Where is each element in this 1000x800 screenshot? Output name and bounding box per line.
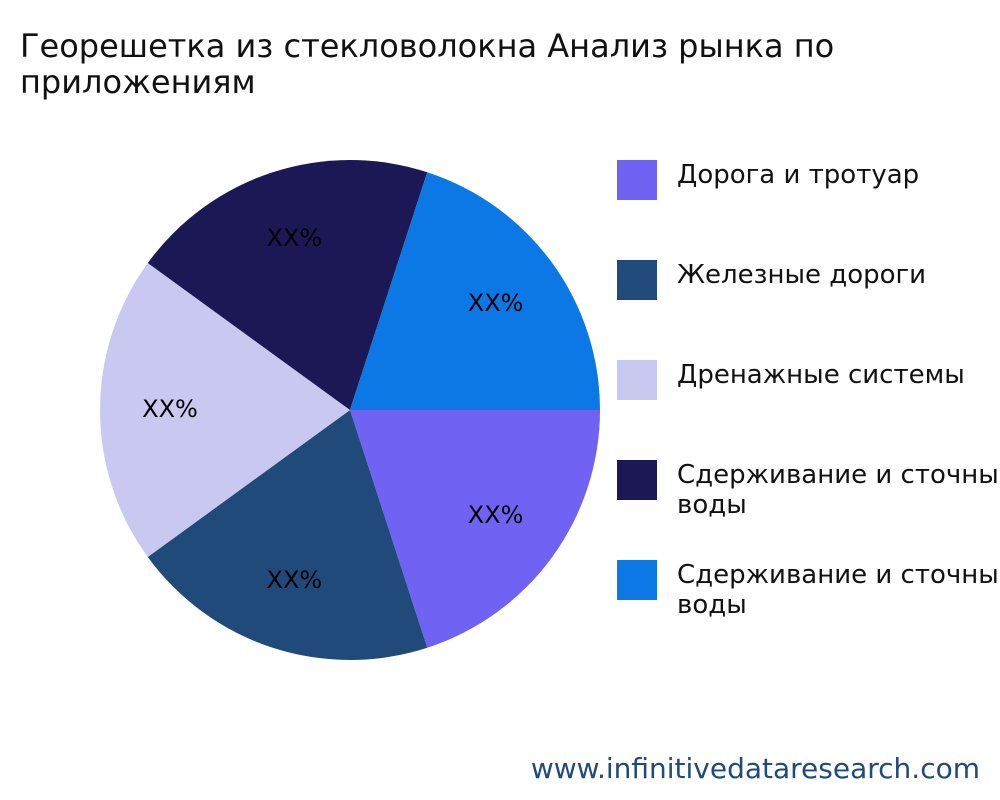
legend-label: Дорога и тротуар xyxy=(677,160,920,190)
legend-item: Дренажные системы xyxy=(617,360,1000,400)
data-label: XX% xyxy=(267,566,323,594)
pie-slice xyxy=(147,410,428,660)
pie-slice xyxy=(147,160,428,410)
legend-label: Железные дороги xyxy=(677,260,927,290)
data-label: XX% xyxy=(267,224,323,252)
watermark: www.infinitivedataresearch.com xyxy=(530,752,980,785)
legend-label: Сдерживание и сточные воды xyxy=(677,460,1000,520)
chart-title: Георешетка из стекловолокна Анализ рынка… xyxy=(20,27,835,101)
pie-slice xyxy=(350,410,600,648)
data-label: XX% xyxy=(142,395,198,423)
data-label: XX% xyxy=(468,501,524,529)
legend-swatch xyxy=(617,260,657,300)
legend-label: Сдерживание и сточные воды xyxy=(677,560,1000,620)
data-label: XX% xyxy=(468,289,524,317)
legend-swatch xyxy=(617,360,657,400)
legend-item: Сдерживание и сточные воды xyxy=(617,460,1000,520)
legend-swatch xyxy=(617,460,657,500)
legend-label: Дренажные системы xyxy=(677,360,965,390)
legend-swatch xyxy=(617,160,657,200)
legend-item: Сдерживание и сточные воды xyxy=(617,560,1000,620)
legend-swatch xyxy=(617,560,657,600)
legend-item: Дорога и тротуар xyxy=(617,160,1000,200)
pie-slice xyxy=(100,263,350,557)
legend-item: Железные дороги xyxy=(617,260,1000,300)
pie-slice xyxy=(350,172,600,410)
